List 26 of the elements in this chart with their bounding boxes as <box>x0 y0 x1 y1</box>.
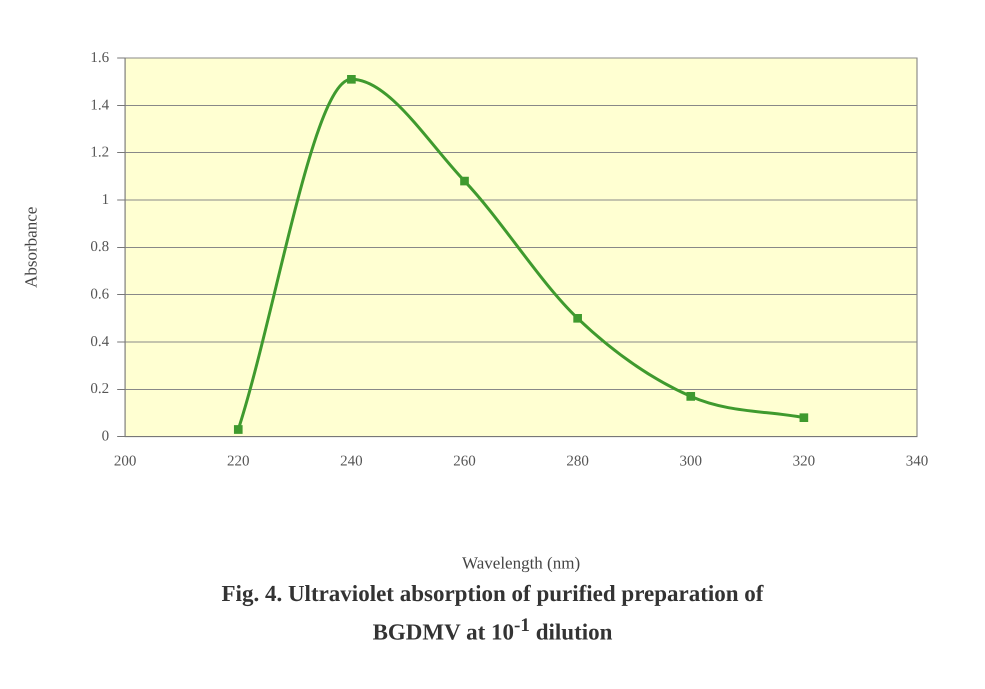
x-tick-label: 300 <box>680 454 702 470</box>
x-tick-label: 200 <box>114 454 136 470</box>
y-tick-label: 1 <box>102 192 110 208</box>
y-axis-title: Absorbance <box>22 206 41 288</box>
y-tick-label: 0 <box>102 428 110 445</box>
point <box>800 413 808 422</box>
y-tick-label: 1.6 <box>90 50 110 66</box>
y-tick-label: 0.2 <box>90 381 110 398</box>
y-tick-label: 0.4 <box>90 334 110 350</box>
point <box>460 176 469 186</box>
point <box>347 74 356 84</box>
x-tick-label: 280 <box>566 454 589 470</box>
y-tick-label: 0.6 <box>90 286 110 303</box>
y-tick-label: 1.2 <box>90 144 110 161</box>
x-tick-label: 320 <box>792 454 816 470</box>
x-axis-title: Wavelength (nm) <box>462 553 580 572</box>
point <box>234 425 243 434</box>
point <box>686 392 696 401</box>
x-tick-label: 240 <box>340 454 363 470</box>
x-tick-label: 220 <box>227 454 250 470</box>
x-tick-label: 340 <box>906 454 928 470</box>
x-tick-label: 260 <box>453 454 476 470</box>
y-tick-label: 0.8 <box>90 239 110 256</box>
point <box>573 314 582 323</box>
text: Fig. 4. Ultraviolet absorption of purified preparation of BGDMV at 10$^{-1}$ dilution <box>220 580 765 647</box>
y-tick-label: 1.4 <box>90 97 110 114</box>
